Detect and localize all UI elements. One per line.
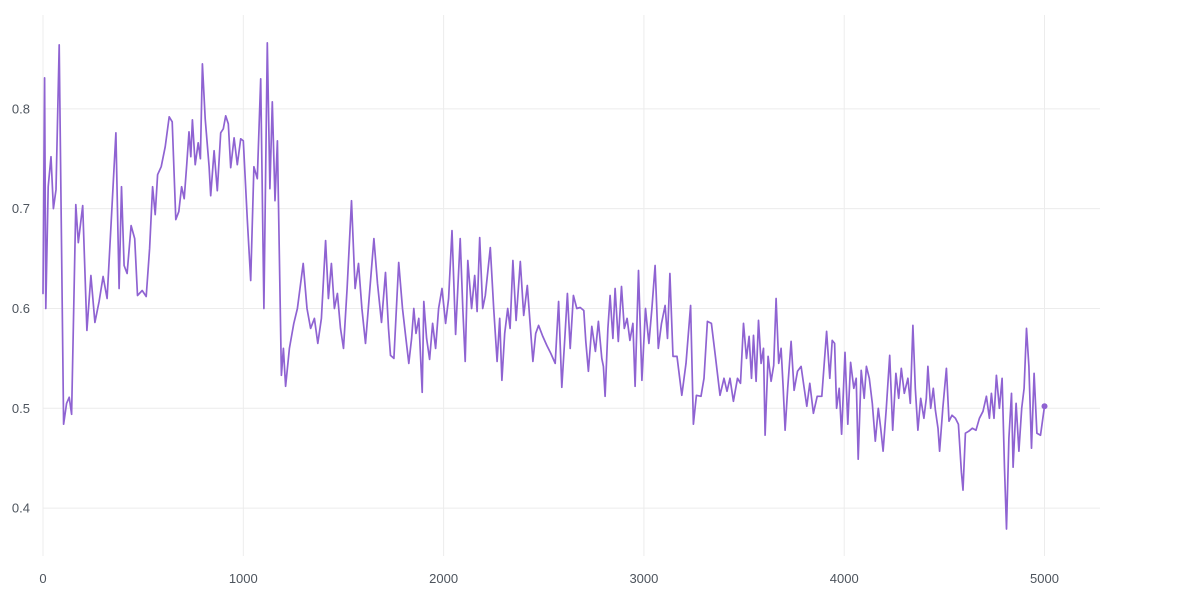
- series-layer: [42, 42, 1048, 530]
- y-tick-label: 0.6: [12, 301, 30, 316]
- series-end-marker: [1041, 403, 1048, 410]
- y-tick-label: 0.7: [12, 201, 30, 216]
- y-tick-label: 0.4: [12, 501, 30, 516]
- series-line: [42, 42, 1046, 530]
- y-tick-label: 0.8: [12, 101, 30, 116]
- y-tick-label: 0.5: [12, 401, 30, 416]
- axis-label-layer: 0.4 0.5 0.6 0.7 0.8 0 1000 2000 3000 4000 5000: [12, 101, 1059, 586]
- x-tick-label: 5000: [1030, 571, 1059, 586]
- x-tick-label: 3000: [629, 571, 658, 586]
- x-tick-label: 1000: [229, 571, 258, 586]
- x-tick-label: 2000: [429, 571, 458, 586]
- x-tick-label: 4000: [830, 571, 859, 586]
- x-tick-label: 0: [39, 571, 46, 586]
